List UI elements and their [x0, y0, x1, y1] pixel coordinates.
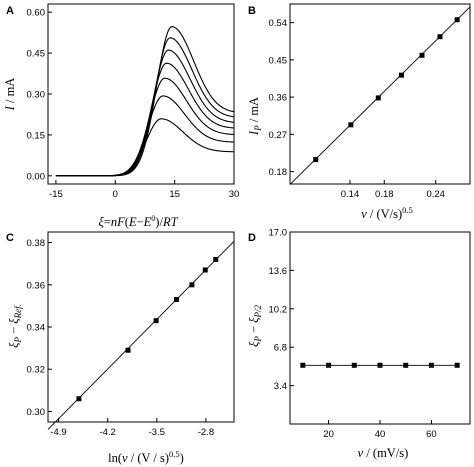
panel-c-ylabel: ξP − ξRef.: [7, 304, 23, 348]
y-tick-label: 0.38: [27, 238, 46, 249]
panel-c: C -4.9 -4.2 -3.5 -2.8 0.30 0.32 0.34 0.36 0.38 ξ…: [6, 231, 235, 465]
x-tick-label: -2.8: [198, 427, 214, 438]
panel-b-label: B: [248, 5, 256, 17]
data-point: [437, 34, 443, 40]
panel-d: D 20 40 60 3.4 6.8 10.2 13.6 17.0 ξP − ξP/2 ν /…: [247, 228, 471, 460]
y-tick-label: 0.27: [269, 130, 288, 141]
panel-d-xlabel: ν / (mV/s): [358, 446, 409, 460]
voltammogram-curve: [55, 62, 235, 177]
data-point: [398, 72, 404, 78]
x-tick-label: 30: [229, 189, 240, 200]
y-tick-label: 0.60: [27, 8, 46, 19]
y-tick-label: 0.32: [27, 365, 46, 376]
y-tick-label: 0.36: [27, 280, 46, 291]
panel-c-xlabel: ln(ν / (V / s)0.5): [108, 449, 184, 465]
data-point: [428, 362, 434, 368]
panel-a: A -15 0 15 30 0.00 0.15 0.30 0.45 0.60 I / mA ξ=…: [3, 3, 240, 229]
data-point: [351, 362, 357, 368]
x-tick-label: 0: [113, 189, 118, 200]
y-tick-label: 10.2: [269, 304, 288, 315]
panel-a-xlabel: ξ=nF(E−E0)/RT: [98, 214, 178, 229]
y-tick-label: 3.4: [274, 381, 287, 392]
x-tick-label: -15: [49, 189, 63, 200]
x-tick-label: -4.2: [99, 427, 115, 438]
x-tick-label: 60: [426, 429, 437, 440]
data-point: [377, 362, 383, 368]
y-tick-label: 0.45: [269, 55, 288, 66]
data-point: [125, 347, 131, 353]
data-point: [300, 362, 306, 368]
y-tick-label: 0.54: [269, 18, 288, 29]
panel-c-plot: [47, 240, 235, 430]
x-tick-label: 15: [169, 189, 180, 200]
data-point: [202, 267, 208, 273]
x-tick-label: 20: [323, 429, 334, 440]
data-point: [213, 256, 219, 262]
data-point: [348, 122, 354, 128]
x-tick-label: 0.24: [426, 189, 445, 200]
y-tick-label: 0.15: [27, 130, 46, 141]
data-point: [375, 95, 381, 101]
panel-a-ticks: -15 0 15 30 0.00 0.15 0.30 0.45 0.60: [27, 8, 240, 200]
data-point: [189, 282, 195, 288]
y-tick-label: 0.34: [27, 323, 46, 334]
panel-b: B 0.14 0.18 0.24 0.18 0.27 0.36 0.45 0.54 IP / …: [247, 3, 471, 221]
panel-b-ticks: 0.14 0.18 0.24 0.18 0.27 0.36 0.45 0.54: [269, 18, 445, 200]
y-tick-label: 6.8: [274, 343, 287, 354]
voltammogram-curve: [55, 49, 235, 177]
y-tick-label: 0.30: [27, 90, 46, 101]
y-tick-label: 0.18: [269, 167, 288, 178]
panel-d-label: D: [248, 232, 256, 244]
data-point: [454, 17, 460, 23]
y-tick-label: 0.30: [27, 407, 46, 418]
data-point: [313, 157, 319, 163]
panel-a-label: A: [6, 5, 14, 17]
data-point: [153, 318, 159, 324]
y-tick-label: 17.0: [269, 228, 288, 239]
x-tick-label: 40: [375, 429, 386, 440]
voltammogram-curve: [55, 37, 235, 177]
panel-d-ticks: 20 40 60 3.4 6.8 10.2 13.6 17.0: [269, 228, 437, 441]
data-point: [403, 362, 409, 368]
y-tick-label: 0.36: [269, 93, 288, 104]
voltammogram-curve: [55, 77, 235, 177]
data-point: [454, 362, 460, 368]
voltammogram-curve: [55, 26, 235, 177]
data-point: [76, 396, 82, 402]
panel-a-curves: [55, 26, 235, 177]
voltammogram-curve: [55, 118, 235, 177]
panel-b-xlabel: ν / (V/s)0.5: [361, 205, 413, 221]
x-tick-label: -3.5: [149, 427, 165, 438]
data-point: [326, 362, 332, 368]
panel-d-ylabel: ξP − ξP/2: [247, 304, 263, 347]
panel-c-ticks: -4.9 -4.2 -3.5 -2.8 0.30 0.32 0.34 0.36 0.38: [27, 238, 215, 438]
panel-b-ylabel: IP / mA: [247, 97, 263, 136]
panel-a-ylabel: I / mA: [3, 78, 17, 112]
x-tick-label: -4.9: [50, 427, 66, 438]
panel-d-plot: [300, 362, 460, 368]
y-tick-label: 13.6: [269, 266, 288, 277]
data-point: [173, 297, 179, 303]
panel-c-frame: [47, 231, 235, 423]
x-tick-label: 0.14: [341, 189, 360, 200]
panel-b-frame: [289, 3, 471, 185]
panel-c-label: C: [6, 232, 14, 244]
y-tick-label: 0.45: [27, 49, 46, 60]
panel-b-plot: [289, 6, 471, 185]
panel-d-frame: [289, 231, 471, 425]
x-tick-label: 0.18: [375, 189, 394, 200]
y-tick-label: 0.00: [27, 171, 46, 182]
data-point: [419, 52, 425, 58]
